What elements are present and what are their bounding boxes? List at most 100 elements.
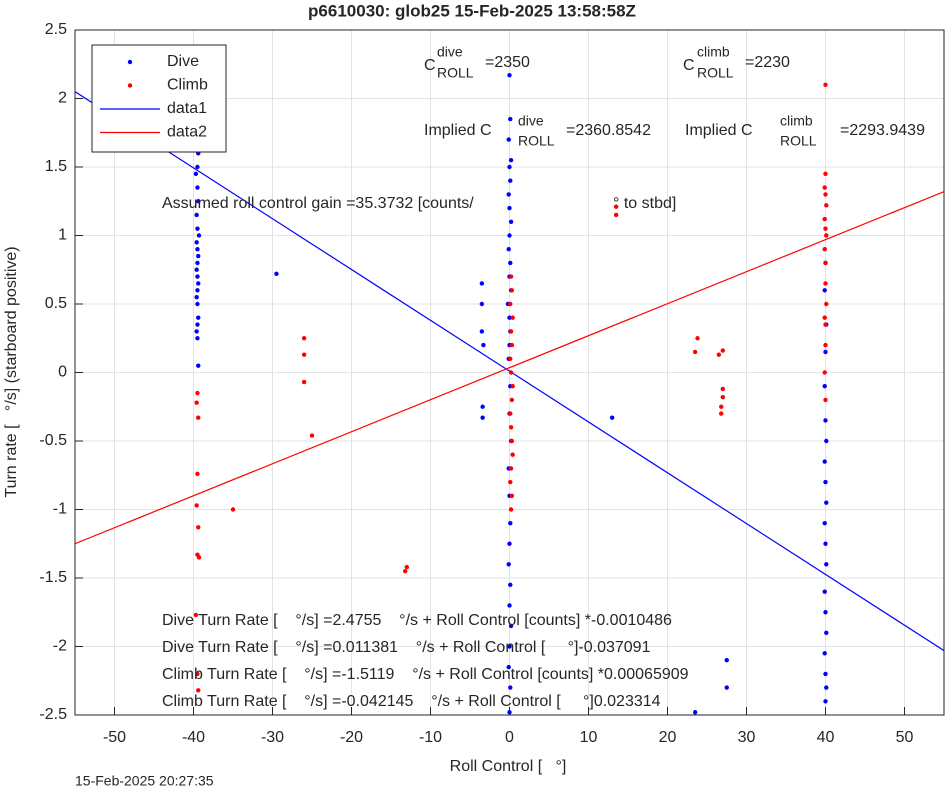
point bbox=[822, 384, 827, 389]
legend-box bbox=[91, 44, 227, 153]
annotation-rest: =2350 bbox=[485, 54, 530, 71]
point bbox=[195, 301, 200, 307]
point bbox=[508, 425, 514, 430]
point bbox=[195, 336, 200, 341]
point bbox=[195, 185, 200, 190]
point bbox=[507, 710, 512, 715]
point bbox=[823, 171, 828, 177]
point bbox=[506, 192, 511, 197]
point bbox=[508, 466, 514, 471]
point bbox=[695, 336, 700, 341]
point bbox=[824, 438, 829, 444]
legend-label: Dive bbox=[167, 53, 199, 70]
annotations: C dive ROLL =2350 C climb ROLL =2230 Imp… bbox=[162, 44, 925, 711]
point bbox=[724, 685, 729, 690]
point bbox=[274, 271, 279, 277]
point bbox=[508, 370, 514, 375]
point bbox=[509, 397, 515, 403]
y-tick-label: 0.5 bbox=[45, 295, 67, 312]
x-axis-label: Roll Control [ °] bbox=[450, 758, 567, 775]
point bbox=[507, 541, 512, 546]
point bbox=[508, 116, 513, 122]
point bbox=[610, 415, 615, 420]
point bbox=[719, 411, 724, 416]
point bbox=[508, 356, 513, 361]
point bbox=[823, 671, 828, 677]
point bbox=[508, 685, 513, 690]
fit-equation: Dive Turn Rate [ °/s] =0.011381 °/s + Ro… bbox=[162, 639, 651, 656]
point bbox=[196, 253, 201, 259]
y-tick-label: 1.5 bbox=[45, 158, 67, 175]
point bbox=[823, 342, 828, 348]
x-tick-label: -10 bbox=[419, 729, 442, 746]
y-tick-label: -1.5 bbox=[39, 569, 67, 586]
y-tick-label: 2 bbox=[58, 90, 67, 107]
annotation-sup: dive bbox=[437, 44, 463, 60]
annotation-base: C bbox=[683, 57, 695, 74]
point bbox=[301, 379, 307, 385]
point bbox=[301, 352, 307, 357]
point bbox=[823, 541, 828, 546]
point bbox=[195, 226, 200, 231]
point bbox=[194, 240, 199, 245]
point bbox=[692, 710, 698, 715]
point bbox=[195, 274, 200, 279]
point bbox=[716, 352, 722, 357]
point bbox=[194, 267, 199, 272]
point bbox=[196, 233, 202, 238]
point bbox=[822, 216, 827, 222]
annotation-sup: dive bbox=[518, 113, 544, 129]
x-tick-label: 30 bbox=[738, 729, 756, 746]
point bbox=[822, 315, 827, 320]
point bbox=[823, 699, 828, 704]
point bbox=[824, 630, 829, 635]
y-tick-label: -2 bbox=[53, 638, 67, 655]
point bbox=[309, 433, 315, 438]
y-tick-label: -1 bbox=[53, 501, 67, 518]
point bbox=[196, 555, 202, 560]
point bbox=[194, 400, 199, 405]
point bbox=[724, 658, 729, 663]
point bbox=[507, 644, 512, 649]
point bbox=[194, 503, 199, 508]
point bbox=[194, 212, 199, 218]
x-tick-label: 0 bbox=[505, 729, 514, 746]
y-tick-label: -0.5 bbox=[39, 432, 67, 449]
point bbox=[195, 247, 200, 252]
point bbox=[194, 294, 199, 300]
x-tick-label: 40 bbox=[817, 729, 835, 746]
x-tick-label: -40 bbox=[182, 729, 205, 746]
point bbox=[508, 274, 514, 279]
point bbox=[196, 525, 201, 530]
legend-label: Climb bbox=[167, 77, 208, 94]
point bbox=[613, 204, 619, 209]
point bbox=[507, 603, 512, 608]
point bbox=[822, 185, 827, 190]
point bbox=[194, 329, 199, 334]
point bbox=[479, 281, 485, 286]
point bbox=[507, 73, 512, 78]
point bbox=[195, 260, 200, 266]
annotation-base: Implied C bbox=[685, 122, 753, 139]
timestamp: 15-Feb-2025 20:27:35 bbox=[75, 773, 214, 789]
point bbox=[508, 507, 514, 512]
annotation-sub: ROLL bbox=[697, 65, 734, 81]
y-tick-label: 0 bbox=[58, 364, 67, 381]
point bbox=[195, 671, 200, 677]
point bbox=[508, 411, 513, 416]
annotation-rest: =2360.8542 bbox=[566, 122, 651, 139]
x-tick-label: -30 bbox=[261, 729, 284, 746]
point bbox=[507, 315, 512, 320]
point bbox=[508, 157, 514, 163]
point bbox=[824, 685, 829, 690]
point bbox=[720, 348, 725, 353]
point bbox=[506, 664, 511, 670]
point bbox=[720, 386, 725, 392]
point bbox=[510, 384, 515, 389]
point bbox=[824, 203, 829, 208]
point bbox=[196, 415, 201, 420]
annotation-rest: ° to stbd] bbox=[613, 195, 676, 212]
point bbox=[193, 612, 199, 618]
point bbox=[824, 500, 829, 505]
annotation-sub: ROLL bbox=[780, 133, 817, 149]
